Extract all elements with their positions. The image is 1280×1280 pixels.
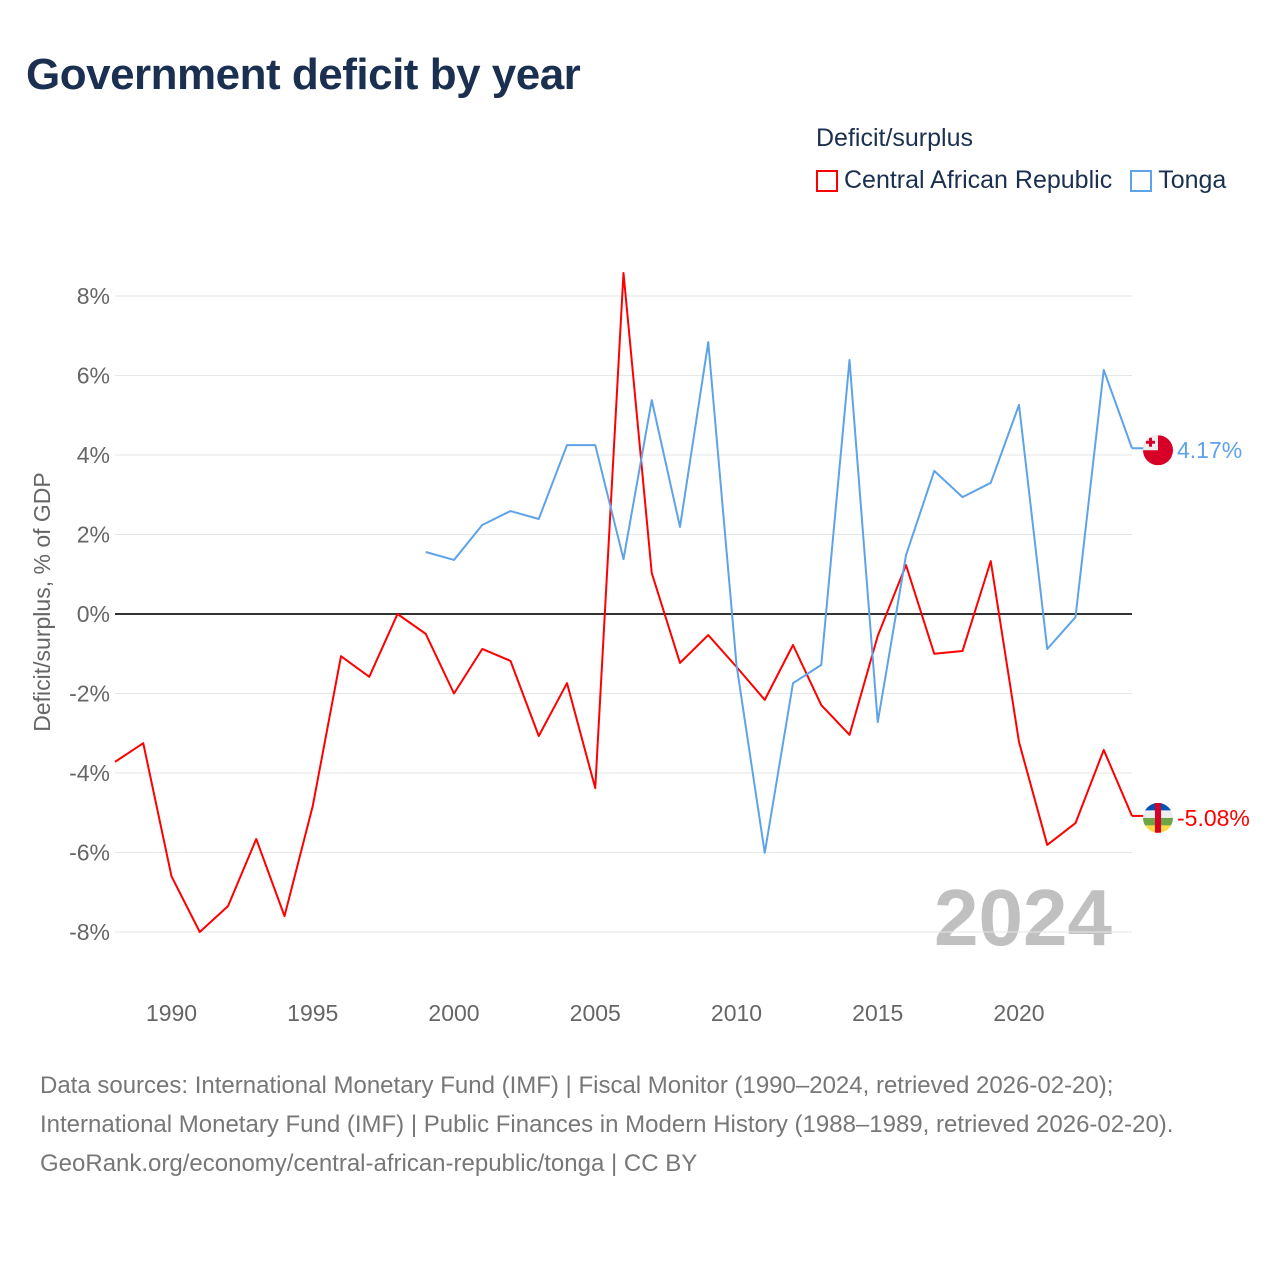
- y-tick-label: -2%: [69, 681, 110, 707]
- legend-item-tonga[interactable]: Tonga: [1130, 166, 1226, 195]
- series-line-tonga: [425, 341, 1133, 854]
- end-value-label: -5.08%: [1177, 805, 1250, 831]
- legend: Central African Republic Tonga: [816, 166, 1226, 195]
- x-tick-label: 2020: [993, 1000, 1044, 1026]
- legend-label-car: Central African Republic: [844, 166, 1113, 194]
- footer: Data sources: International Monetary Fun…: [40, 1066, 1240, 1183]
- central-african-republic-flag-icon: [1143, 802, 1173, 833]
- end-value-label: 4.17%: [1177, 437, 1242, 463]
- x-tick-label: 2005: [570, 1000, 621, 1026]
- series-line-car: [114, 271, 1133, 933]
- chart-plot: 2024 8% 6% 4% 2% 0% -2% -4% -6% -8% 1990 1995 2000 20…: [29, 271, 1250, 1026]
- x-tick-label: 1995: [287, 1000, 338, 1026]
- y-axis-label: Deficit/surplus, % of GDP: [29, 472, 55, 731]
- legend-title: Deficit/surplus: [816, 124, 973, 152]
- x-tick-label: 1990: [146, 1000, 197, 1026]
- data-sources: Data sources: International Monetary Fun…: [40, 1072, 1174, 1138]
- y-tick-label: -6%: [69, 840, 110, 866]
- y-tick-label: 2%: [77, 522, 110, 548]
- x-tick-label: 2010: [711, 1000, 762, 1026]
- y-tick-label: 6%: [77, 363, 110, 389]
- y-tick-label: 0%: [77, 601, 110, 627]
- x-tick-label: 2015: [852, 1000, 903, 1026]
- chart-title: Government deficit by year: [26, 50, 581, 99]
- legend-label-tonga: Tonga: [1158, 166, 1227, 194]
- x-tick-label: 2000: [428, 1000, 479, 1026]
- legend-swatch-tonga: [1130, 169, 1153, 192]
- credit-link[interactable]: GeoRank.org/economy/central-african-repu…: [40, 1150, 698, 1177]
- y-tick-label: -8%: [69, 919, 110, 945]
- y-tick-label: -4%: [69, 760, 110, 786]
- y-tick-label: 4%: [77, 442, 110, 468]
- tonga-flag-icon: [1143, 435, 1173, 466]
- year-watermark: 2024: [934, 873, 1112, 962]
- y-tick-label: 8%: [77, 283, 110, 309]
- legend-item-car[interactable]: Central African Republic: [816, 166, 1112, 195]
- legend-swatch-car: [816, 169, 838, 192]
